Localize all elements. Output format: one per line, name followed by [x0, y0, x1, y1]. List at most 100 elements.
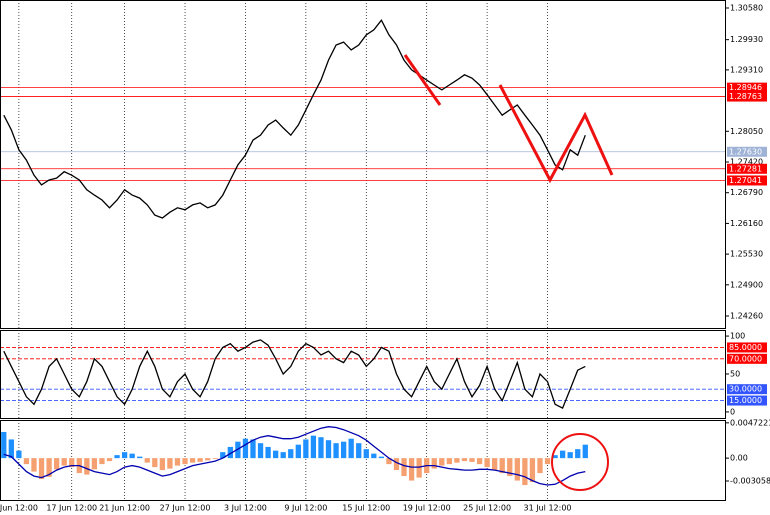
level-label-box — [727, 146, 767, 157]
histogram-bar — [408, 458, 415, 481]
histogram-bar — [205, 458, 211, 461]
histogram-bar — [514, 458, 520, 481]
histogram-bar — [129, 453, 135, 459]
histogram-bar — [1, 431, 7, 459]
histogram-bar — [340, 441, 347, 459]
histogram-bar — [280, 452, 286, 459]
histogram-bar — [310, 435, 317, 459]
histogram-bar — [348, 438, 354, 459]
histogram-bar — [288, 449, 294, 459]
y-tick-label: 0.0047221 — [730, 418, 770, 427]
level-label-box — [727, 175, 767, 186]
y-tick-label: 100 — [730, 332, 745, 341]
histogram-bar — [378, 456, 385, 459]
highlight-circle — [551, 433, 609, 491]
x-tick-label: 25 Jul 12:00 — [463, 504, 511, 513]
x-tick-label: 21 Jun 12:00 — [99, 504, 150, 513]
level-label: 70.0000 — [729, 354, 762, 363]
histogram-bar — [121, 452, 128, 459]
x-tick-label: Jun 12:00 — [0, 504, 38, 513]
histogram-bar — [416, 458, 422, 478]
y-tick-label: 1.29930 — [730, 35, 763, 44]
histogram-bar — [461, 458, 468, 462]
histogram-bar — [189, 458, 196, 463]
histogram-bar — [567, 452, 573, 459]
histogram-bar — [363, 449, 369, 459]
oscillator-panel-frame — [0, 330, 726, 419]
level-label: 1.28946 — [729, 83, 762, 92]
annotation-arrow — [403, 54, 442, 106]
histogram-bar — [552, 455, 558, 459]
histogram-bar — [303, 439, 309, 459]
histogram-bar — [476, 458, 483, 465]
histogram-bar — [484, 458, 490, 468]
histogram-bar — [265, 446, 271, 459]
histogram-bar — [91, 458, 98, 470]
histogram-bar — [137, 456, 143, 459]
histogram-bar — [356, 443, 362, 459]
histogram-bar — [61, 458, 67, 466]
x-tick-label: 17 Jun 12:00 — [46, 504, 97, 513]
histogram-bar — [31, 458, 37, 472]
histogram-bar — [454, 458, 460, 463]
histogram-bar — [144, 458, 150, 463]
y-tick-label: 1.27420 — [730, 158, 763, 167]
histogram-bar — [537, 458, 543, 474]
histogram-bar — [16, 450, 22, 459]
level-label: 15.0000 — [729, 396, 762, 405]
histogram-bar — [499, 458, 505, 474]
histogram-bar — [84, 458, 90, 475]
histogram-bar — [492, 458, 498, 471]
histogram-bar — [431, 458, 437, 469]
histogram-bar — [69, 458, 75, 468]
histogram-bar — [250, 439, 256, 459]
histogram-bar — [53, 458, 60, 470]
annotation-arrow — [498, 84, 614, 184]
histogram-bar — [469, 458, 475, 462]
histogram-bar — [273, 450, 279, 459]
level-label: 1.27041 — [729, 176, 762, 185]
histogram-bar — [446, 458, 452, 465]
histogram-bar — [575, 449, 581, 459]
histogram-bar — [152, 458, 158, 468]
level-label: 30.0000 — [729, 385, 762, 394]
histogram-bar — [393, 458, 400, 471]
histogram-bar — [386, 458, 392, 465]
histogram-bar — [174, 458, 181, 466]
histogram-bar — [257, 443, 264, 459]
x-tick-label: 15 Jul 12:00 — [342, 504, 390, 513]
y-tick-label: 1.26160 — [730, 219, 763, 228]
level-label: 1.28763 — [729, 92, 762, 101]
y-tick-label: -0.0030584 — [730, 476, 770, 485]
histogram-bar — [333, 443, 339, 459]
histogram-bar — [23, 458, 30, 465]
histogram-bar — [559, 450, 566, 459]
histogram-bar — [371, 453, 377, 459]
x-tick-label: 9 Jul 12:00 — [284, 504, 327, 513]
histogram-bar — [106, 458, 113, 462]
y-tick-label: 1.29310 — [730, 65, 763, 74]
series-line — [3, 426, 586, 486]
y-tick-label: 1.28050 — [730, 127, 763, 136]
histogram-bar — [8, 439, 14, 459]
level-label-box — [727, 91, 767, 102]
level-label-box — [727, 353, 767, 364]
histogram-bar — [318, 437, 324, 459]
y-tick-label: 1.30580 — [730, 3, 763, 12]
histogram-bar — [167, 458, 173, 469]
series-line — [3, 339, 586, 410]
level-label-box — [727, 384, 767, 395]
x-tick-label: 31 Jul 12:00 — [524, 504, 572, 513]
macd-panel-frame — [0, 420, 726, 501]
price-panel-frame — [0, 0, 726, 329]
level-label-box — [727, 163, 767, 174]
level-label: 1.27630 — [729, 147, 762, 156]
histogram-bar — [220, 452, 226, 459]
y-tick-label: 1.26790 — [730, 188, 763, 197]
histogram-bar — [401, 458, 407, 477]
y-tick-label: 0 — [730, 407, 735, 416]
x-tick-label: 27 Jun 12:00 — [160, 504, 211, 513]
level-label: 85.0000 — [729, 343, 762, 352]
